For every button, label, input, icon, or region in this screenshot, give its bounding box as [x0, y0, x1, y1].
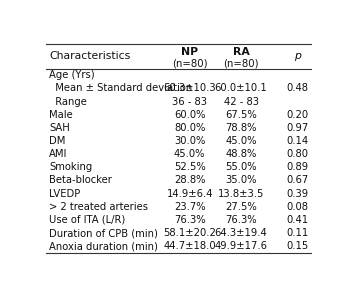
Text: 28.8%: 28.8%	[174, 175, 206, 186]
Text: Anoxia duration (min): Anoxia duration (min)	[49, 241, 158, 251]
Text: p: p	[295, 51, 301, 61]
Text: 48.8%: 48.8%	[225, 149, 257, 159]
Text: 52.5%: 52.5%	[174, 162, 206, 172]
Text: (n=80): (n=80)	[223, 58, 259, 68]
Text: Age (Yrs): Age (Yrs)	[49, 70, 95, 80]
Text: 76.3%: 76.3%	[225, 215, 257, 225]
Text: 0.97: 0.97	[287, 123, 309, 133]
Text: DM: DM	[49, 136, 65, 146]
Text: 0.11: 0.11	[287, 228, 309, 238]
Text: 0.67: 0.67	[287, 175, 309, 186]
Text: 60.3±10.3: 60.3±10.3	[163, 84, 216, 93]
Text: AMI: AMI	[49, 149, 67, 159]
Text: 76.3%: 76.3%	[174, 215, 206, 225]
Text: 36 - 83: 36 - 83	[172, 97, 207, 107]
Text: 0.15: 0.15	[287, 241, 309, 251]
Text: NP: NP	[181, 47, 198, 57]
Text: Smoking: Smoking	[49, 162, 92, 172]
Text: 0.41: 0.41	[287, 215, 309, 225]
Text: 45.0%: 45.0%	[225, 136, 257, 146]
Text: 0.80: 0.80	[287, 149, 309, 159]
Text: LVEDP: LVEDP	[49, 189, 80, 199]
Text: 55.0%: 55.0%	[225, 162, 257, 172]
Text: 0.39: 0.39	[287, 189, 309, 199]
Text: Beta-blocker: Beta-blocker	[49, 175, 112, 186]
Text: 0.14: 0.14	[287, 136, 309, 146]
Text: Mean ± Standard deviation: Mean ± Standard deviation	[49, 84, 192, 93]
Text: 44.7±18.0: 44.7±18.0	[163, 241, 216, 251]
Text: 78.8%: 78.8%	[225, 123, 257, 133]
Text: 0.48: 0.48	[287, 84, 309, 93]
Text: 45.0%: 45.0%	[174, 149, 206, 159]
Text: 60.0%: 60.0%	[174, 110, 206, 120]
Text: 0.08: 0.08	[287, 202, 309, 212]
Text: Use of ITA (L/R): Use of ITA (L/R)	[49, 215, 125, 225]
Text: RA: RA	[233, 47, 250, 57]
Text: Characteristics: Characteristics	[49, 51, 130, 61]
Text: 27.5%: 27.5%	[225, 202, 257, 212]
Text: 67.5%: 67.5%	[225, 110, 257, 120]
Text: 13.8±3.5: 13.8±3.5	[218, 189, 264, 199]
Text: 49.9±17.6: 49.9±17.6	[215, 241, 268, 251]
Text: 58.1±20.2: 58.1±20.2	[163, 228, 216, 238]
Text: 0.89: 0.89	[287, 162, 309, 172]
Text: 60.0±10.1: 60.0±10.1	[215, 84, 267, 93]
Text: Range: Range	[49, 97, 87, 107]
Text: Duration of CPB (min): Duration of CPB (min)	[49, 228, 158, 238]
Text: 23.7%: 23.7%	[174, 202, 206, 212]
Text: Male: Male	[49, 110, 73, 120]
Text: SAH: SAH	[49, 123, 70, 133]
Text: (n=80): (n=80)	[172, 58, 208, 68]
Text: > 2 treated arteries: > 2 treated arteries	[49, 202, 148, 212]
Text: 80.0%: 80.0%	[174, 123, 205, 133]
Text: 30.0%: 30.0%	[174, 136, 205, 146]
Text: 42 - 83: 42 - 83	[224, 97, 259, 107]
Text: 64.3±19.4: 64.3±19.4	[215, 228, 267, 238]
Text: 35.0%: 35.0%	[225, 175, 257, 186]
Text: 14.9±6.4: 14.9±6.4	[166, 189, 213, 199]
Text: 0.20: 0.20	[287, 110, 309, 120]
